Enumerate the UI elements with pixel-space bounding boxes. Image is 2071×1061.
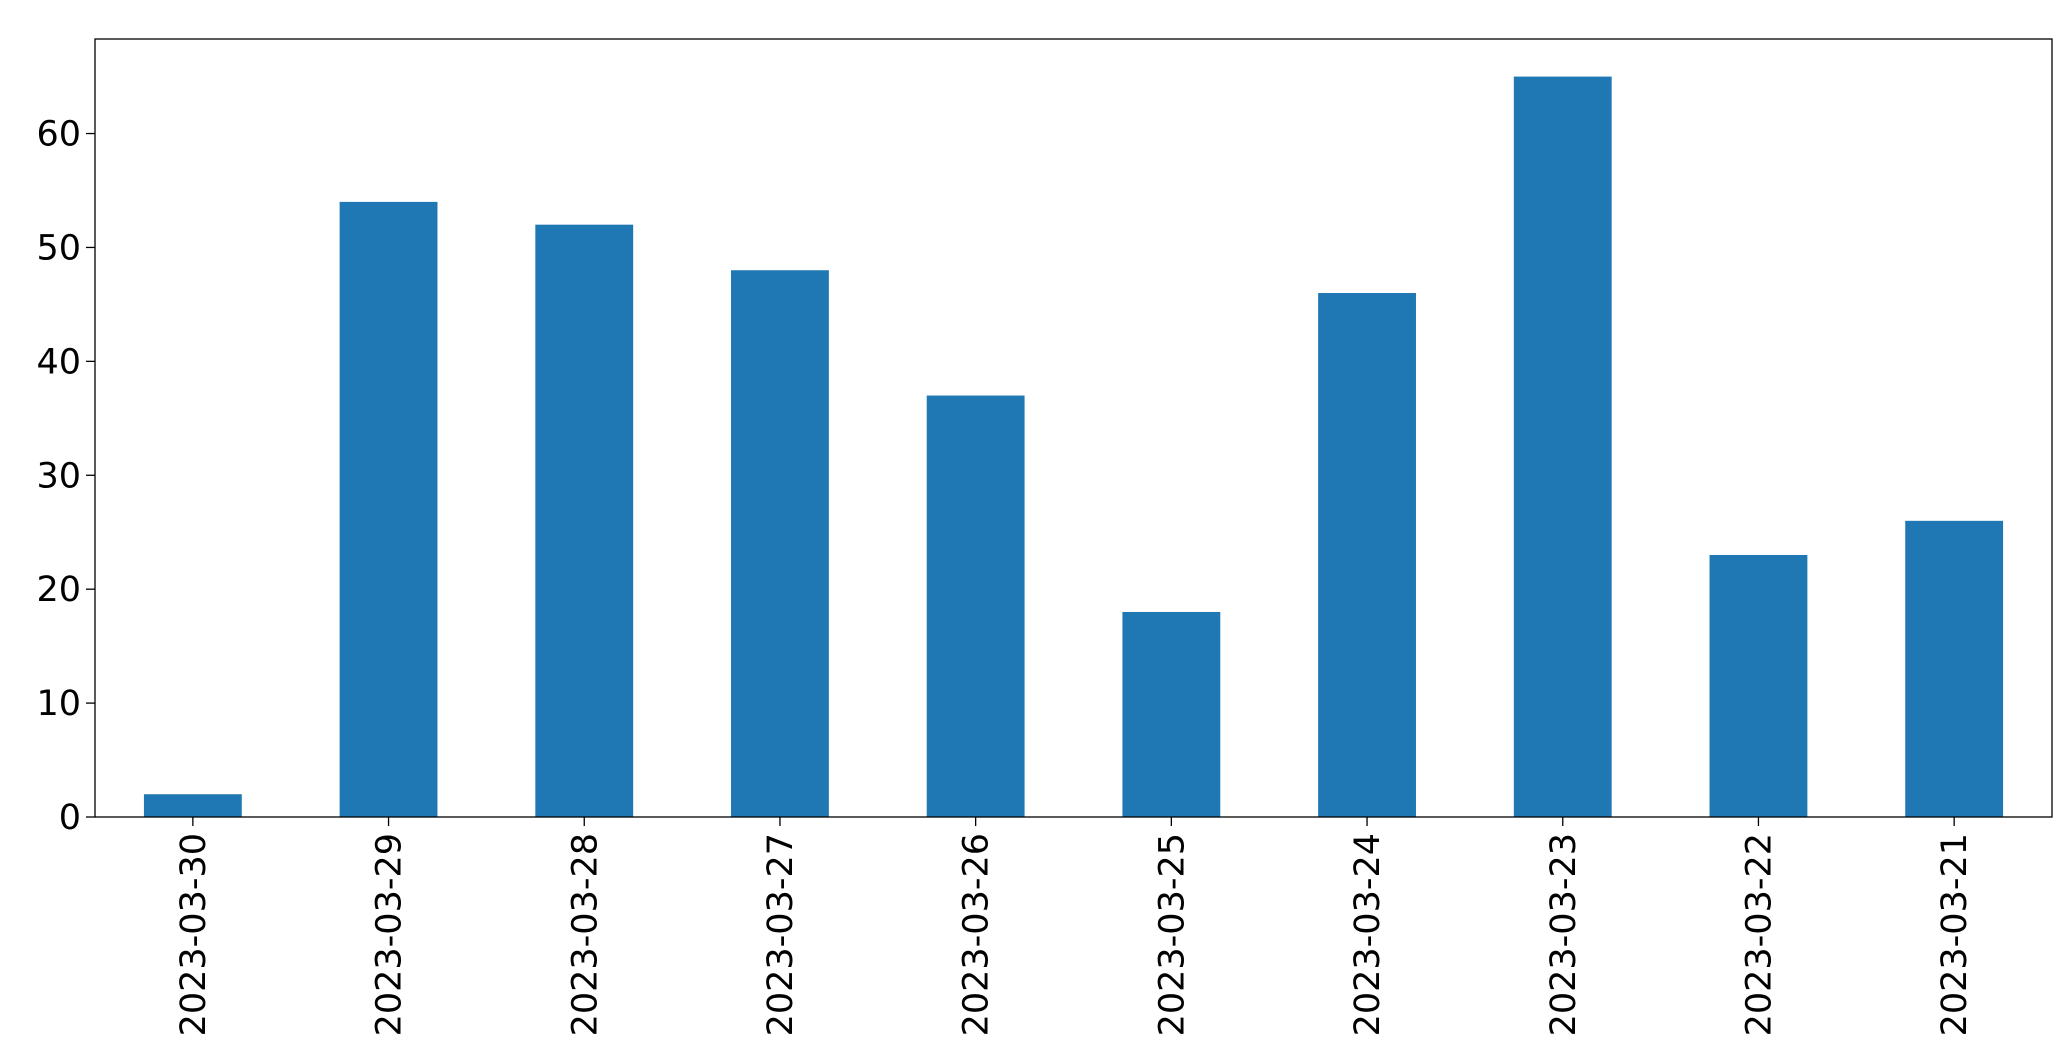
x-tick-label: 2023-03-26 — [957, 833, 997, 1036]
bar — [1513, 76, 1612, 818]
y-tick-label: 30 — [36, 456, 81, 496]
x-tick-label: 2023-03-21 — [1935, 833, 1975, 1036]
y-tick-label: 60 — [36, 115, 81, 155]
bar — [926, 395, 1025, 817]
x-tick-label: 2023-03-24 — [1348, 833, 1388, 1036]
x-tick-label: 2023-03-27 — [761, 833, 801, 1036]
y-tick-label: 0 — [59, 798, 81, 838]
y-tick-label: 50 — [36, 228, 81, 268]
bar — [339, 201, 438, 817]
y-tick-label: 10 — [36, 684, 81, 724]
x-tick-label: 2023-03-22 — [1739, 833, 1779, 1036]
x-tick-label: 2023-03-25 — [1152, 833, 1192, 1036]
bar — [1709, 555, 1808, 817]
x-tick-label: 2023-03-28 — [565, 833, 605, 1036]
y-tick-label: 20 — [36, 570, 81, 610]
bar — [1905, 520, 2004, 817]
bar — [1318, 293, 1416, 817]
bar — [731, 270, 829, 817]
x-tick-label: 2023-03-29 — [370, 833, 410, 1036]
plot-frame — [94, 38, 2053, 818]
bar — [1122, 611, 1221, 817]
bar — [535, 224, 634, 818]
y-tick-label: 40 — [36, 342, 81, 382]
bar — [143, 794, 242, 817]
x-tick-label: 2023-03-30 — [174, 833, 214, 1036]
x-tick-label: 2023-03-23 — [1544, 833, 1584, 1036]
